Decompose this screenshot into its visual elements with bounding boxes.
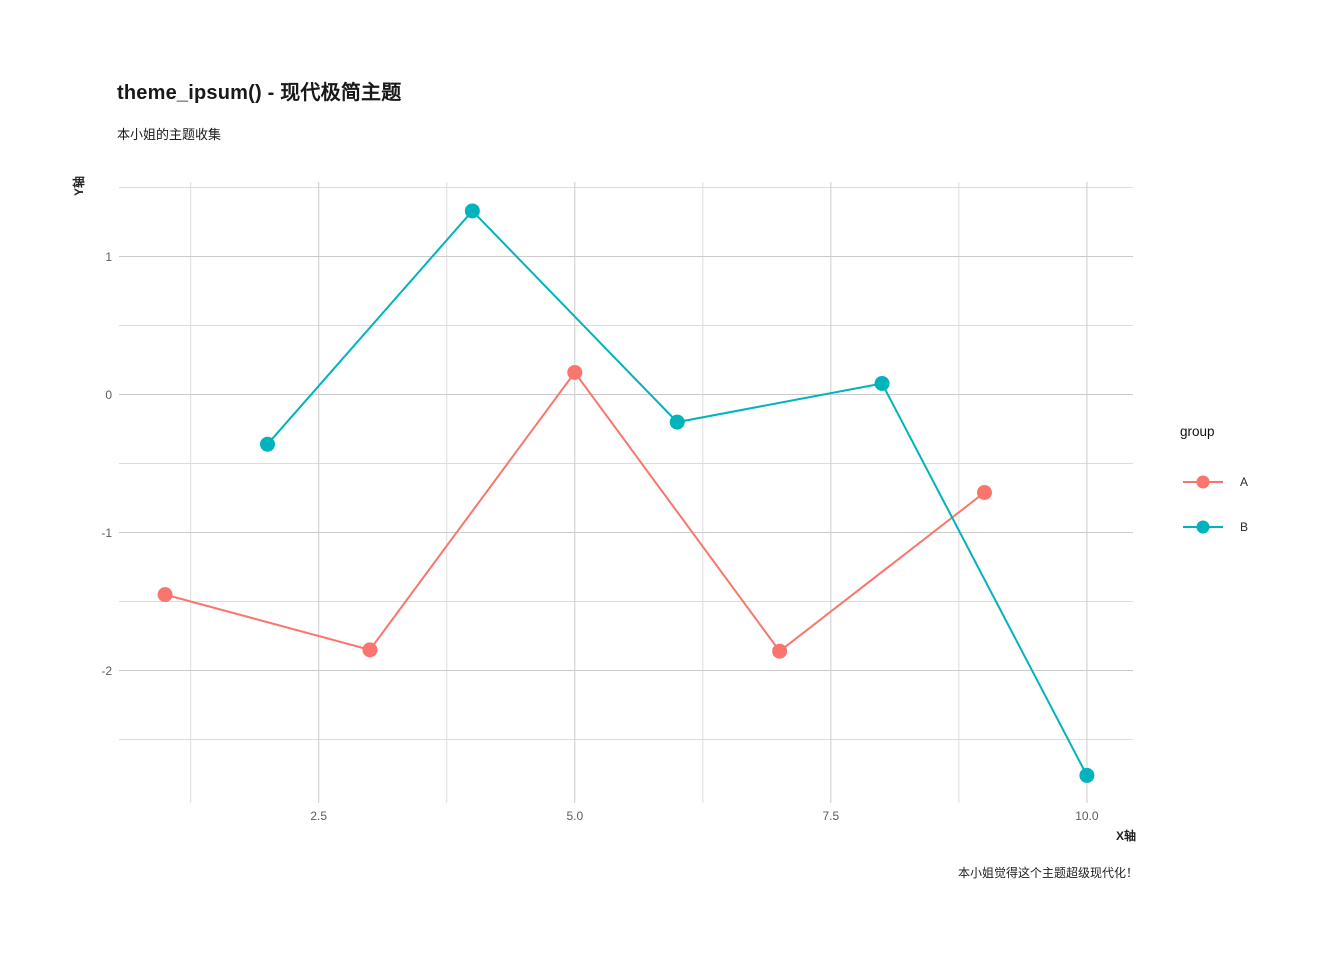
plot-caption: 本小姐觉得这个主题超级现代化！ [957, 866, 1138, 880]
x-tick-label-7.5: 7.5 [822, 809, 840, 823]
legend-label-B: B [1240, 519, 1249, 534]
x-axis-title: X轴 [1115, 829, 1136, 843]
data-point-A-5 [567, 364, 583, 380]
legend-item-A: A [1178, 459, 1338, 504]
x-tick-label-2.5: 2.5 [310, 809, 328, 823]
legend-label-A: A [1240, 474, 1249, 489]
data-point-A-1 [157, 587, 173, 603]
series-line-B [266, 209, 1088, 776]
legend-key-B [1183, 520, 1223, 533]
y-tick-label-0: 0 [105, 387, 112, 402]
data-point-A-3 [362, 642, 378, 658]
plot-panel [119, 182, 1133, 803]
x-tick-label-5.0: 5.0 [566, 809, 584, 823]
data-point-B-4 [464, 203, 480, 219]
y-tick-label--2: -2 [101, 663, 112, 678]
legend-title: group [1180, 424, 1215, 439]
data-point-B-8 [874, 375, 890, 391]
plot-subtitle: 本小姐的主题收集 [117, 127, 222, 142]
plot-title: theme_ipsum() - 现代极简主题 [117, 82, 402, 104]
x-tick-label-10.0: 10.0 [1075, 809, 1099, 823]
y-axis-title: Y轴 [72, 176, 86, 197]
line-chart [119, 182, 1133, 803]
legend-key-A [1183, 475, 1223, 488]
y-tick-label--1: -1 [101, 525, 112, 540]
data-point-A-9 [976, 485, 992, 500]
y-tick-label-1: 1 [105, 249, 112, 264]
data-point-A-7 [772, 643, 788, 659]
data-point-B-2 [260, 436, 276, 452]
data-point-B-10 [1079, 767, 1095, 783]
data-point-B-6 [669, 414, 685, 430]
legend-item-B: B [1178, 504, 1338, 549]
